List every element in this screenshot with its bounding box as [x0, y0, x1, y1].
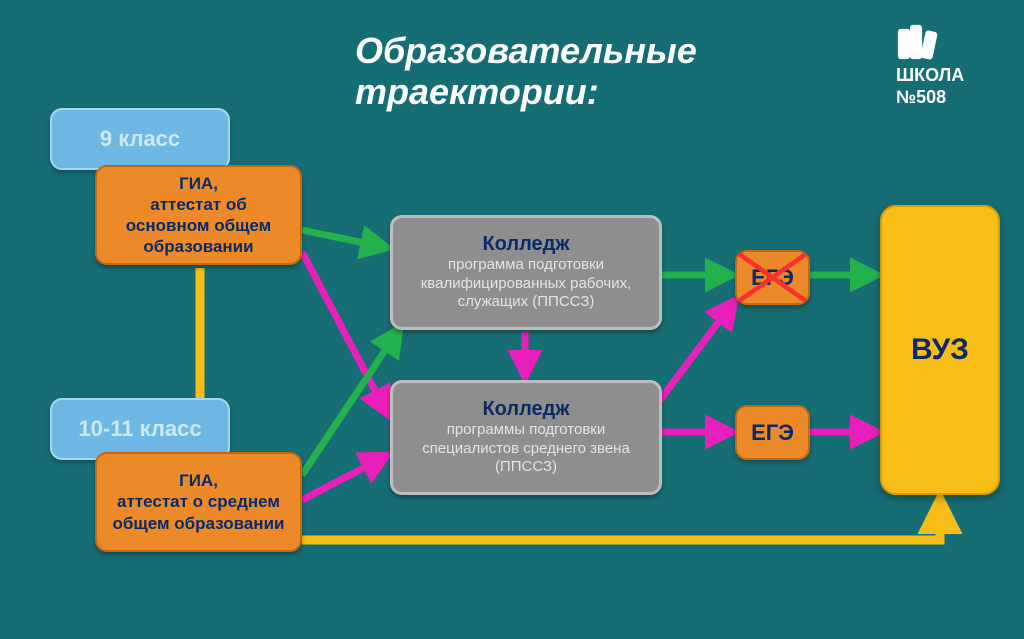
node-college2-title: Колледж — [482, 398, 569, 421]
edge-college2-ege1 — [660, 300, 735, 400]
node-gia2-label: ГИА,аттестат о среднем общем образовании — [107, 470, 290, 534]
node-vuz: ВУЗ — [880, 205, 1000, 495]
node-college1: Колледж программа подготовки квалифициро… — [390, 215, 662, 330]
node-gia2: ГИА,аттестат о среднем общем образовании — [95, 452, 302, 552]
school-logo: ШКОЛА №508 — [896, 22, 1006, 108]
logo-line2: №508 — [896, 88, 1006, 108]
node-gia1: ГИА,аттестат об основном общем образован… — [95, 165, 302, 265]
node-grade9-label: 9 класс — [100, 126, 180, 152]
node-college1-sub: программа подготовки квалифицированных р… — [403, 256, 649, 312]
page-title: Образовательныетраектории: — [355, 30, 697, 113]
node-grade1011-label: 10-11 класс — [78, 416, 201, 442]
node-vuz-label: ВУЗ — [911, 333, 969, 367]
node-ege2-label: ЕГЭ — [751, 420, 794, 446]
edge-gia1-college1 — [302, 230, 388, 248]
node-ege2: ЕГЭ — [735, 405, 810, 460]
node-college2: Колледж программы подготовки специалисто… — [390, 380, 662, 495]
edge-gia2-college2 — [302, 455, 388, 500]
node-college2-sub: программы подготовки специалистов средне… — [403, 421, 649, 477]
node-grade9: 9 класс — [50, 108, 230, 170]
node-ege1: ЕГЭ — [735, 250, 810, 305]
title-text: Образовательныетраектории: — [355, 30, 697, 112]
node-grade1011: 10-11 класс — [50, 398, 230, 460]
node-gia1-label: ГИА,аттестат об основном общем образован… — [107, 173, 290, 258]
books-icon — [896, 22, 942, 64]
diagram-stage: Образовательныетраектории: ШКОЛА №508 — [0, 0, 1024, 639]
edge-gia2-vuz — [302, 498, 940, 540]
node-ege1-label: ЕГЭ — [751, 265, 794, 291]
edge-gia1-college2 — [302, 252, 388, 415]
edge-gia2-college1 — [302, 328, 400, 475]
logo-line1: ШКОЛА — [896, 66, 1006, 86]
node-college1-title: Колледж — [482, 233, 569, 256]
